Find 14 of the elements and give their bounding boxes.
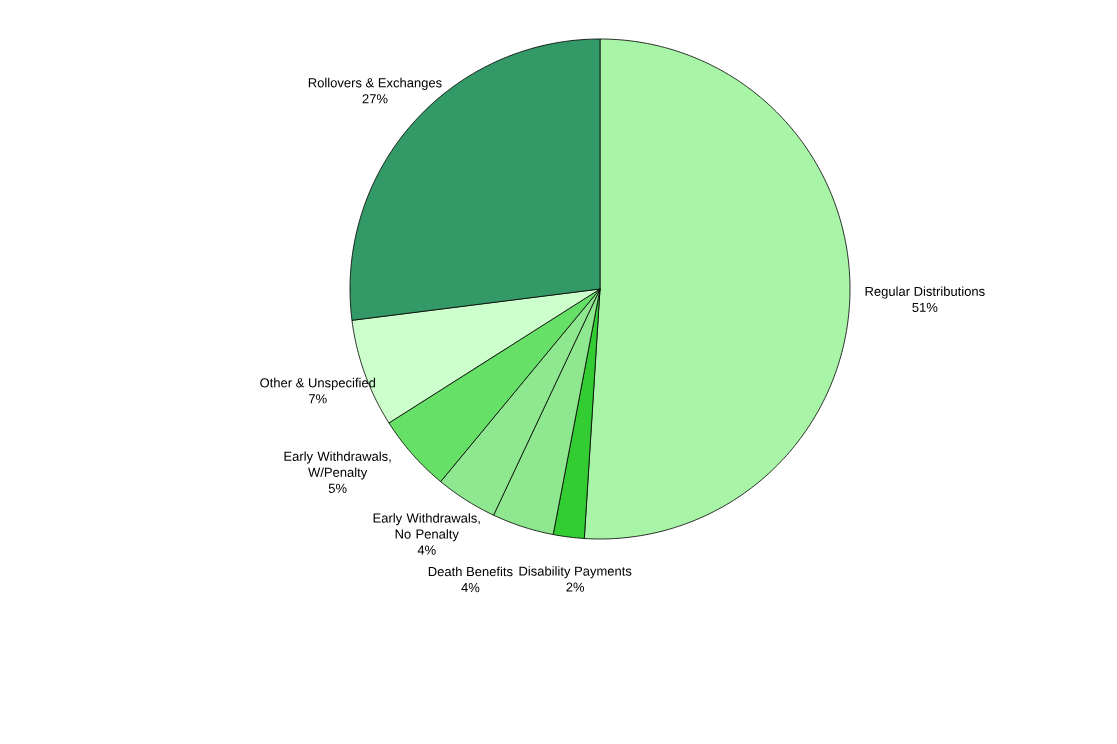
data-label: 5% (328, 483, 347, 493)
slice-label: Early Withdrawals, W/Penalty (284, 451, 391, 480)
data-label: 4% (461, 583, 480, 593)
data-label: 2% (566, 582, 585, 592)
data-label: 27% (362, 94, 388, 104)
slice-label: Death Benefits (428, 566, 513, 577)
slice-label: Disability Payments (519, 566, 632, 579)
data-label: 4% (417, 545, 436, 555)
data-label: 51% (912, 302, 938, 312)
slice-label: Rollovers & Exchanges (308, 77, 442, 90)
slice-label: Other & Unspecified (260, 377, 376, 390)
data-label: 7% (309, 394, 327, 404)
slice-label: Regular Distributions (865, 286, 985, 299)
slice-label: Early Withdrawals, No Penalty (373, 513, 480, 542)
